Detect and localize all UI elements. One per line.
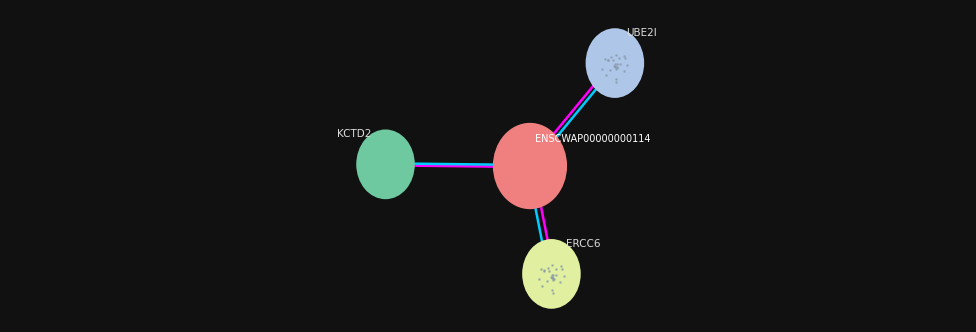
Point [539, 279, 554, 284]
Point [609, 64, 625, 70]
Point [544, 274, 559, 279]
Point [545, 287, 560, 292]
Ellipse shape [586, 28, 644, 98]
Point [606, 63, 622, 69]
Point [608, 67, 624, 72]
Point [603, 54, 619, 60]
Ellipse shape [356, 129, 415, 199]
Text: KCTD2: KCTD2 [337, 129, 371, 139]
Point [555, 274, 571, 279]
Point [594, 66, 610, 71]
Point [607, 64, 623, 69]
Point [536, 269, 551, 274]
Point [548, 266, 563, 271]
Text: ERCC6: ERCC6 [566, 239, 600, 249]
Point [552, 280, 568, 285]
Point [542, 269, 557, 274]
Point [600, 57, 616, 62]
Point [607, 61, 623, 66]
Point [549, 272, 564, 278]
Point [618, 55, 633, 60]
Point [545, 278, 560, 283]
Text: ENSCWAP00000000114: ENSCWAP00000000114 [535, 134, 650, 144]
Point [616, 69, 631, 74]
Point [544, 275, 559, 280]
Point [546, 275, 561, 281]
Point [546, 272, 561, 278]
Point [553, 264, 569, 269]
Point [533, 267, 549, 272]
Point [605, 58, 621, 63]
Point [535, 283, 550, 289]
Point [537, 268, 552, 273]
Point [609, 61, 625, 67]
Point [611, 55, 627, 60]
Point [609, 66, 625, 71]
Point [598, 72, 614, 78]
Point [617, 53, 632, 58]
Point [599, 58, 615, 63]
Point [545, 263, 560, 268]
Text: UBE2I: UBE2I [627, 28, 658, 38]
Point [554, 266, 570, 271]
Point [531, 277, 547, 282]
Point [608, 76, 624, 81]
Point [543, 274, 558, 280]
Point [608, 52, 624, 57]
Point [607, 63, 623, 68]
Point [540, 265, 555, 271]
Point [612, 61, 628, 67]
Point [596, 56, 612, 61]
Point [545, 290, 560, 295]
Point [546, 277, 561, 282]
Point [602, 68, 618, 73]
Point [619, 63, 634, 68]
Point [544, 272, 559, 277]
Ellipse shape [493, 123, 567, 209]
Point [608, 79, 624, 85]
Ellipse shape [522, 239, 581, 309]
